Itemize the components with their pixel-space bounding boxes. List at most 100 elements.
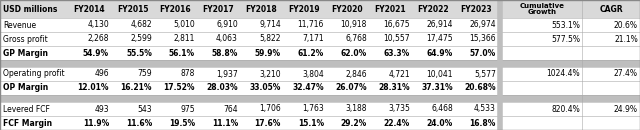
Text: 543: 543 (138, 105, 152, 113)
Text: 24.0%: 24.0% (427, 119, 453, 128)
Bar (0, 18, 640, 32)
Text: 975: 975 (180, 105, 195, 113)
Text: 11.1%: 11.1% (212, 119, 238, 128)
Bar (498, 32, 502, 46)
Text: 3,210: 3,210 (259, 70, 281, 79)
Text: 16.21%: 16.21% (120, 83, 152, 93)
Text: 11.6%: 11.6% (125, 119, 152, 128)
Text: CAGR: CAGR (599, 5, 623, 14)
Bar (0, 60, 640, 67)
Text: 6,910: 6,910 (216, 21, 238, 30)
Text: 9,714: 9,714 (259, 21, 281, 30)
Text: 17,475: 17,475 (426, 34, 453, 44)
Text: 2,846: 2,846 (346, 70, 367, 79)
Text: 2,268: 2,268 (88, 34, 109, 44)
Bar (502, 0, 640, 18)
Bar (498, 46, 502, 60)
Text: 6,468: 6,468 (431, 105, 453, 113)
Text: 4,682: 4,682 (131, 21, 152, 30)
Text: 764: 764 (223, 105, 238, 113)
Text: FCF Margin: FCF Margin (3, 119, 52, 128)
Text: FY2021: FY2021 (374, 5, 406, 14)
Text: 11,716: 11,716 (298, 21, 324, 30)
Text: 15.1%: 15.1% (298, 119, 324, 128)
Text: 1,937: 1,937 (216, 70, 238, 79)
Text: 878: 878 (180, 70, 195, 79)
Bar (0, 95, 640, 102)
Text: FY2016: FY2016 (160, 5, 191, 14)
Text: 2,599: 2,599 (131, 34, 152, 44)
Text: 17.52%: 17.52% (163, 83, 195, 93)
Text: 24.9%: 24.9% (614, 105, 638, 113)
Bar (498, 18, 502, 32)
Text: 496: 496 (94, 70, 109, 79)
Bar (498, 95, 502, 102)
Text: OP Margin: OP Margin (3, 83, 48, 93)
Text: 1,706: 1,706 (259, 105, 281, 113)
Text: 4,130: 4,130 (87, 21, 109, 30)
Text: FY2020: FY2020 (332, 5, 364, 14)
Text: 2,811: 2,811 (173, 34, 195, 44)
Text: 28.03%: 28.03% (206, 83, 238, 93)
Bar (0, 116, 640, 130)
Text: USD millions: USD millions (3, 5, 58, 14)
Text: 3,804: 3,804 (302, 70, 324, 79)
Text: 493: 493 (94, 105, 109, 113)
Text: Revenue: Revenue (3, 21, 36, 30)
Text: 27.4%: 27.4% (614, 70, 638, 79)
Bar (498, 0, 502, 18)
Text: FY2017: FY2017 (203, 5, 234, 14)
Text: Levered FCF: Levered FCF (3, 105, 50, 113)
Text: 577.5%: 577.5% (551, 34, 580, 44)
Bar (0, 46, 640, 60)
Text: FY2022: FY2022 (418, 5, 449, 14)
Text: 5,822: 5,822 (259, 34, 281, 44)
Text: 820.4%: 820.4% (551, 105, 580, 113)
Bar (0, 67, 640, 81)
Text: 37.31%: 37.31% (421, 83, 453, 93)
Bar (498, 60, 502, 67)
Text: 16,675: 16,675 (383, 21, 410, 30)
Text: 54.9%: 54.9% (83, 48, 109, 57)
Text: 3,735: 3,735 (388, 105, 410, 113)
Bar (498, 102, 502, 116)
Text: FY2014: FY2014 (74, 5, 106, 14)
Text: 26,914: 26,914 (426, 21, 453, 30)
Text: 32.47%: 32.47% (292, 83, 324, 93)
Text: 1,763: 1,763 (302, 105, 324, 113)
Text: 4,063: 4,063 (216, 34, 238, 44)
Text: 7,171: 7,171 (302, 34, 324, 44)
Text: 62.0%: 62.0% (340, 48, 367, 57)
Text: 10,557: 10,557 (383, 34, 410, 44)
Text: 58.8%: 58.8% (212, 48, 238, 57)
Text: 759: 759 (138, 70, 152, 79)
Text: 17.6%: 17.6% (255, 119, 281, 128)
Text: FY2015: FY2015 (116, 5, 148, 14)
Text: 57.0%: 57.0% (470, 48, 496, 57)
Text: 15,366: 15,366 (469, 34, 496, 44)
Text: 33.05%: 33.05% (250, 83, 281, 93)
Text: Cumulative: Cumulative (520, 3, 564, 9)
Text: 16.8%: 16.8% (470, 119, 496, 128)
Text: 10,918: 10,918 (340, 21, 367, 30)
Bar (498, 116, 502, 130)
Bar (498, 67, 502, 81)
Bar (0, 0, 498, 18)
Text: FY2023: FY2023 (461, 5, 492, 14)
Text: 6,768: 6,768 (345, 34, 367, 44)
Text: 3,188: 3,188 (346, 105, 367, 113)
Text: 1024.4%: 1024.4% (547, 70, 580, 79)
Text: 10,041: 10,041 (426, 70, 453, 79)
Text: 26.07%: 26.07% (335, 83, 367, 93)
Text: 59.9%: 59.9% (255, 48, 281, 57)
Text: GP Margin: GP Margin (3, 48, 48, 57)
Text: 61.2%: 61.2% (298, 48, 324, 57)
Text: 21.1%: 21.1% (614, 34, 638, 44)
Text: 5,577: 5,577 (474, 70, 496, 79)
Bar (498, 81, 502, 95)
Text: 55.5%: 55.5% (126, 48, 152, 57)
Text: 20.6%: 20.6% (614, 21, 638, 30)
Text: 4,533: 4,533 (474, 105, 496, 113)
Text: 20.68%: 20.68% (465, 83, 496, 93)
Text: 4,721: 4,721 (388, 70, 410, 79)
